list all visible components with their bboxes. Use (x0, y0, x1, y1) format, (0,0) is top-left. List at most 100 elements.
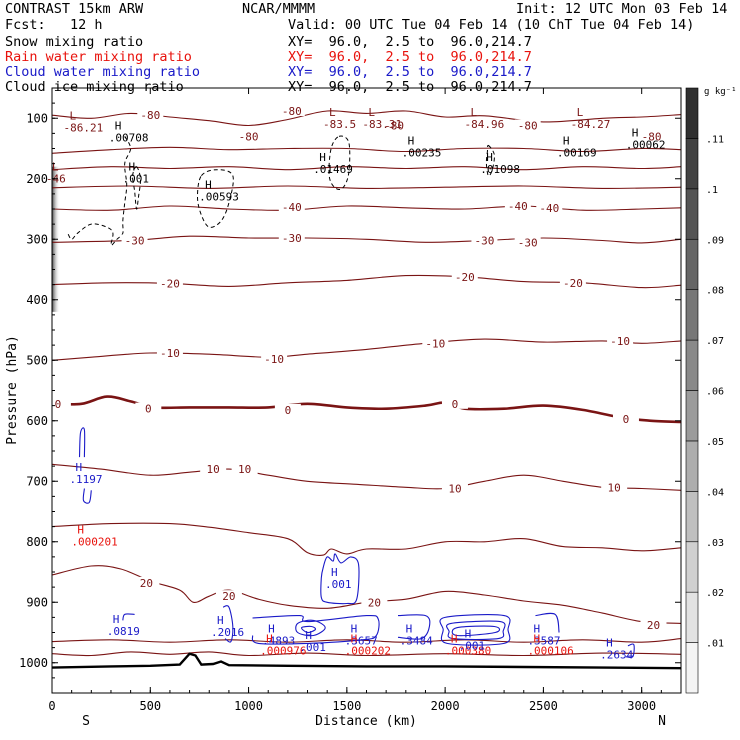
axes: 0 500 1000 1500 2000 2500 30001002003004005006… (19, 87, 682, 713)
y-tick-label: 700 (26, 474, 48, 488)
ice-contour (328, 135, 351, 190)
colorbar-swatch (685, 591, 699, 643)
colorbar-tick-label: .03 (706, 538, 724, 549)
extremum-value: .000976 (260, 644, 306, 657)
colorbar-swatch (685, 289, 699, 341)
legend-xy-cloud: XY= 96.0, 2.5 to 96.0,214.7 (288, 64, 532, 80)
contour-label: -10 (610, 335, 630, 348)
cloud-contour (251, 614, 380, 645)
extremum-value: .00593 (199, 191, 239, 204)
colorbar-swatch (685, 390, 699, 442)
ice-contour (132, 166, 142, 210)
colorbar-tick-label: .11 (706, 134, 724, 145)
extremum-value: .3587 (527, 635, 560, 648)
extremum-marker: L (577, 106, 584, 119)
colorbar-tick-label: .04 (706, 487, 724, 498)
extremum-value: .001 (325, 578, 352, 591)
cloud-contour (78, 427, 86, 458)
colorbar-swatch (685, 188, 699, 240)
cloud-contour (397, 614, 431, 640)
terrain-line (52, 652, 681, 670)
temperature-contour (52, 463, 681, 491)
x-tick-label: 1000 (234, 699, 263, 713)
cloud-contour (320, 553, 360, 605)
contour-label-bg (559, 276, 586, 288)
contour-label: 20 (647, 619, 660, 632)
ice-contour (196, 169, 234, 228)
colorbar-tick-label: .1 (706, 185, 718, 196)
contour-label: 10 (238, 463, 251, 476)
extremum-marker: H (351, 632, 358, 645)
legend-label-cloud: Cloud water mixing ratio (5, 64, 201, 80)
terrain-surface (52, 652, 681, 670)
contour-label: -80 (239, 130, 259, 143)
contour-label-bg (638, 130, 665, 142)
extremum-value: .000202 (345, 644, 391, 657)
contour-label: -30 (475, 234, 495, 247)
y-tick-label: 900 (26, 595, 48, 609)
contour-label: 0 (285, 404, 292, 417)
temperature-contour (52, 185, 681, 189)
contour-label-bg (504, 199, 531, 211)
extremum-value: .001 (459, 640, 486, 653)
contour-label: -40 (539, 202, 559, 215)
extremum-marker: H (113, 613, 120, 626)
contour-label: 20 (368, 596, 381, 609)
extremum-marker: H (406, 623, 413, 636)
contour-label-bg (121, 234, 148, 246)
cloud-contour (222, 605, 234, 643)
contour-label: -20 (563, 277, 583, 290)
y-tick-label: 500 (26, 353, 48, 367)
colorbar-tick-label: .07 (706, 336, 724, 347)
contour-label-bg (514, 236, 541, 248)
legend-label-snow: Snow mixing ratio (5, 34, 144, 50)
extremum-value: -86.21 (64, 122, 104, 135)
colorbar-swatch (685, 87, 699, 139)
contour-label: -80 (642, 130, 662, 143)
extremum-marker: H (451, 632, 458, 645)
cloud-contour (439, 614, 511, 646)
contour-label-bg (422, 337, 449, 349)
extremum-marker: H (217, 614, 224, 627)
x-axis-label: Distance (km) (315, 714, 417, 729)
colorbar-swatch (685, 339, 699, 391)
contour-label-bg (640, 619, 667, 631)
cloud-contour (446, 620, 506, 641)
contour-label-bg (135, 402, 162, 414)
contour-label: -10 (425, 337, 445, 350)
contour-label: -40 (508, 200, 528, 213)
colorbar-swatch (685, 138, 699, 190)
colorbar-swatch (685, 541, 699, 593)
cloud-contour (535, 612, 560, 633)
extremum-value: .01098 (480, 163, 520, 176)
contour-label-bg (156, 277, 183, 289)
extremum-marker: H (331, 566, 338, 579)
extremum-marker: H (632, 127, 639, 140)
contour-label-bg (235, 130, 262, 142)
extremum-marker: H (465, 628, 472, 641)
y-tick-label: 800 (26, 535, 48, 549)
extremum-marker: L (368, 106, 375, 119)
contour-label-bg (261, 353, 288, 365)
extremum-value: .00708 (109, 131, 149, 144)
contour-label: -80 (140, 109, 160, 122)
colorbar-swatch (685, 491, 699, 543)
x-end-label-left: S (82, 714, 90, 729)
cloud-contour (625, 643, 635, 659)
x-tick-label: 2000 (431, 699, 460, 713)
contour-label-bg (441, 482, 468, 494)
extremum-marker: H (305, 629, 312, 642)
temperature-contour (52, 522, 681, 556)
contour-label: -10 (160, 347, 180, 360)
extremum-value: .2634 (600, 649, 633, 662)
extremum-marker: H (205, 179, 212, 192)
temperature-contour (52, 235, 681, 244)
y-tick-label: 1000 (19, 656, 48, 670)
y-axis-label: Pressure (hPa) (5, 335, 20, 445)
contour-label-bg (361, 596, 388, 608)
contour-label-bg (215, 590, 242, 602)
extremum-value: -83.31 (362, 118, 402, 131)
extremum-value: .000201 (71, 535, 117, 548)
contour-label-bg (44, 397, 71, 409)
